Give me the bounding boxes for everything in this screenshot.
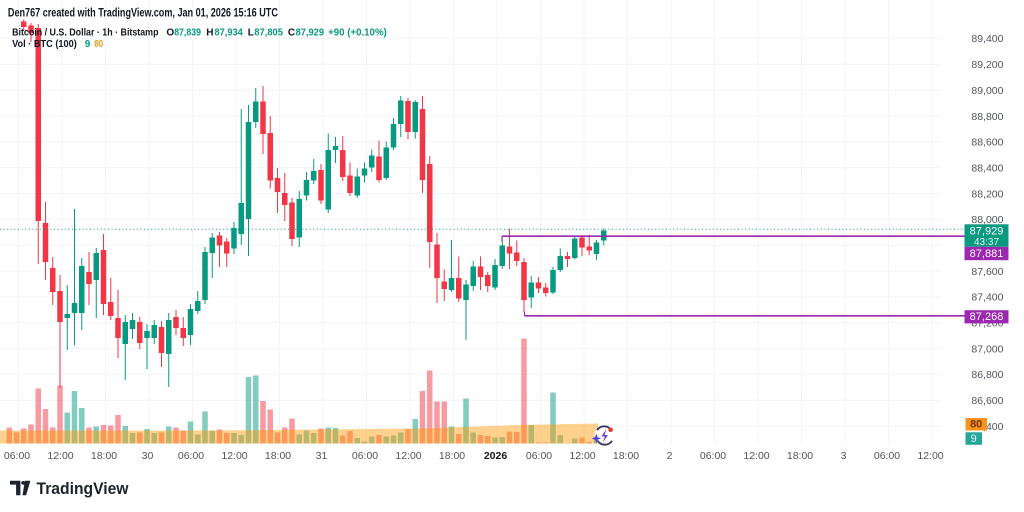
svg-text:12:00: 12:00: [569, 450, 595, 462]
svg-text:87,400: 87,400: [971, 292, 1003, 304]
svg-text:TradingView: TradingView: [37, 479, 130, 498]
svg-text:2: 2: [667, 450, 673, 462]
svg-text:C: C: [288, 28, 295, 39]
svg-text:87,929: 87,929: [296, 28, 325, 39]
svg-text:9: 9: [971, 433, 977, 445]
svg-text:O: O: [166, 28, 174, 39]
svg-text:06:00: 06:00: [700, 450, 726, 462]
svg-text:06:00: 06:00: [526, 450, 552, 462]
svg-text:12:00: 12:00: [47, 450, 73, 462]
svg-text:06:00: 06:00: [352, 450, 378, 462]
svg-text:86,600: 86,600: [971, 395, 1003, 407]
svg-text:80: 80: [94, 39, 103, 50]
svg-text:88,600: 88,600: [971, 137, 1003, 149]
svg-text:88,800: 88,800: [971, 111, 1003, 123]
svg-text:Vol · BTC (100): Vol · BTC (100): [12, 39, 77, 50]
svg-text:88,200: 88,200: [971, 188, 1003, 200]
svg-text:12:00: 12:00: [917, 450, 943, 462]
svg-text:18:00: 18:00: [439, 450, 465, 462]
svg-text:06:00: 06:00: [178, 450, 204, 462]
svg-text:L: L: [248, 28, 254, 39]
svg-text:89,000: 89,000: [971, 85, 1003, 97]
svg-text:87,881: 87,881: [970, 248, 1004, 260]
svg-text:2026: 2026: [484, 450, 508, 462]
svg-text:18:00: 18:00: [91, 450, 117, 462]
svg-text:88,400: 88,400: [971, 163, 1003, 175]
svg-text:87,805: 87,805: [254, 28, 283, 39]
svg-text:H: H: [206, 28, 213, 39]
svg-text:88,000: 88,000: [971, 214, 1003, 226]
svg-text:12:00: 12:00: [743, 450, 769, 462]
svg-text:06:00: 06:00: [4, 450, 30, 462]
svg-text:3: 3: [841, 450, 847, 462]
svg-text:86,800: 86,800: [971, 369, 1003, 381]
svg-text:87,934: 87,934: [215, 28, 244, 39]
svg-text:87,600: 87,600: [971, 266, 1003, 278]
svg-text:18:00: 18:00: [613, 450, 639, 462]
svg-text:43:37: 43:37: [974, 237, 999, 248]
svg-text:89,200: 89,200: [971, 59, 1003, 71]
svg-text:18:00: 18:00: [265, 450, 291, 462]
svg-text:87,839: 87,839: [174, 28, 201, 39]
svg-text:Bitcoin / U.S. Dollar · 1h · B: Bitcoin / U.S. Dollar · 1h · Bitstamp: [12, 28, 158, 39]
svg-text:06:00: 06:00: [874, 450, 900, 462]
svg-text:87,929: 87,929: [970, 225, 1004, 237]
svg-text:+90 (+0.10%): +90 (+0.10%): [328, 28, 387, 39]
svg-text:80: 80: [970, 419, 982, 431]
svg-text:87,268: 87,268: [970, 311, 1004, 323]
svg-text:12:00: 12:00: [395, 450, 421, 462]
svg-text:9: 9: [85, 39, 91, 50]
svg-text:18:00: 18:00: [787, 450, 813, 462]
svg-text:12:00: 12:00: [221, 450, 247, 462]
svg-text:89,400: 89,400: [971, 33, 1003, 45]
svg-text:Den767 created with TradingVie: Den767 created with TradingView.com, Jan…: [8, 8, 278, 20]
svg-text:87,000: 87,000: [971, 343, 1003, 355]
svg-text:30: 30: [142, 450, 154, 462]
svg-text:31: 31: [316, 450, 328, 462]
